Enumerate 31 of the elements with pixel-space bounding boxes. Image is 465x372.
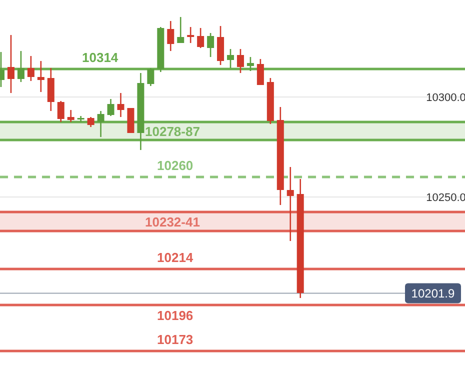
candlestick — [177, 16, 184, 44]
candlestick — [197, 27, 204, 49]
ref-line-label: 10214 — [157, 250, 194, 265]
candlestick — [236, 48, 244, 74]
candlestick — [147, 67, 154, 87]
ref-line-label: 10173 — [157, 332, 194, 347]
candlestick — [227, 48, 234, 69]
candlestick — [207, 32, 214, 58]
ref-line-label: 10201.9 — [411, 286, 456, 301]
candlestick — [107, 98, 114, 117]
candlestick — [117, 92, 124, 118]
candlestick — [187, 26, 194, 44]
candlestick — [87, 116, 94, 128]
candlestick — [57, 100, 64, 123]
candlestick — [37, 60, 44, 93]
band-label: 10232-41 — [145, 214, 200, 230]
band-label: 10278-87 — [145, 124, 200, 139]
candlestick — [256, 58, 264, 86]
candlestick — [286, 166, 294, 242]
candlestick — [97, 110, 104, 138]
candlestick — [167, 20, 174, 52]
candlestick — [17, 50, 24, 83]
ref-line-label: 10260 — [157, 158, 194, 173]
candlestick — [246, 56, 254, 72]
candlestick — [217, 25, 224, 66]
ref-line-label: 10196 — [157, 308, 194, 323]
ref-line-label: 10314 — [82, 50, 119, 65]
candlestick — [27, 55, 34, 82]
candlestick — [67, 109, 74, 123]
candlestick — [7, 34, 14, 94]
candlestick — [47, 67, 54, 112]
